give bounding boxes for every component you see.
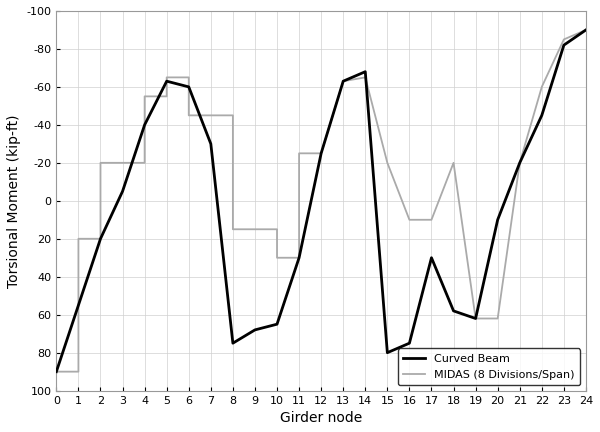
X-axis label: Girder node: Girder node bbox=[280, 411, 362, 425]
Legend: Curved Beam, MIDAS (8 Divisions/Span): Curved Beam, MIDAS (8 Divisions/Span) bbox=[398, 349, 580, 385]
Y-axis label: Torsional Moment (kip-ft): Torsional Moment (kip-ft) bbox=[7, 114, 21, 288]
